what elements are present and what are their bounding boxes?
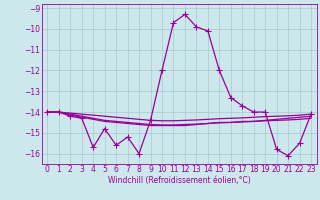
X-axis label: Windchill (Refroidissement éolien,°C): Windchill (Refroidissement éolien,°C) xyxy=(108,176,251,185)
